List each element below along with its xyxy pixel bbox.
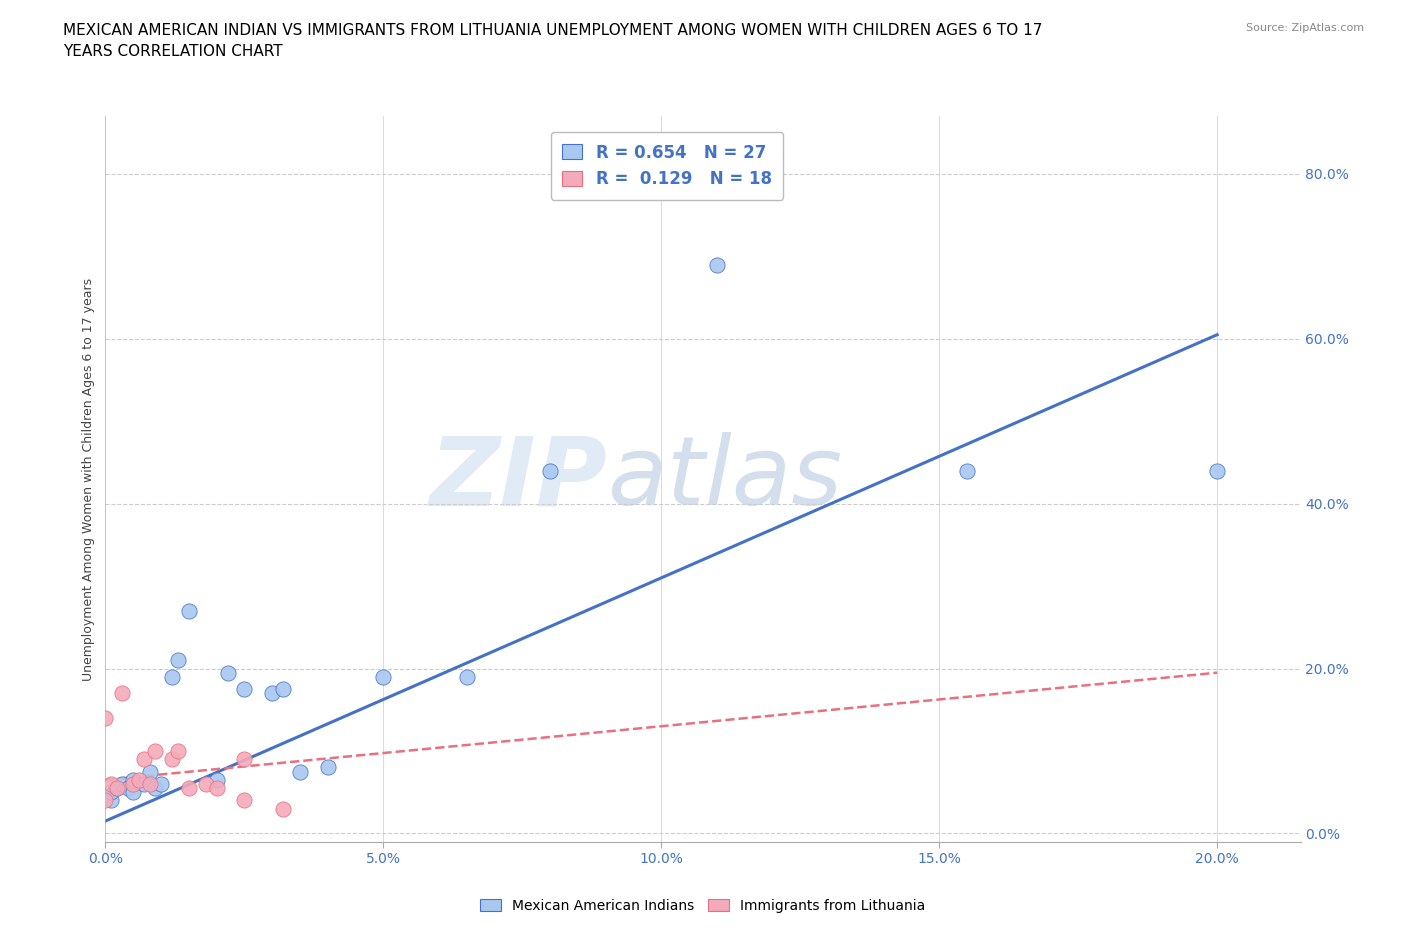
Text: atlas: atlas (607, 432, 842, 525)
Point (706, 258, 728, 272)
Text: ZIP: ZIP (429, 432, 607, 525)
Point (105, 780, 128, 795)
Point (160, 670, 183, 684)
Point (288, 764, 311, 779)
Point (160, 751, 183, 766)
Point (177, 604, 200, 618)
Point (94, 793, 117, 808)
Point (262, 685, 284, 700)
Point (145, 744, 167, 759)
Point (122, 785, 145, 800)
Point (205, 773, 228, 788)
Point (1206, 463, 1229, 478)
Point (273, 802, 295, 817)
Legend: R = 0.654   N = 27, R =  0.129   N = 18: R = 0.654 N = 27, R = 0.129 N = 18 (551, 132, 783, 200)
Point (233, 793, 256, 808)
Point (100, 793, 122, 808)
Point (94, 711, 117, 725)
Point (373, 670, 395, 684)
Point (122, 777, 145, 791)
Point (122, 773, 145, 788)
Point (111, 685, 134, 700)
Text: MEXICAN AMERICAN INDIAN VS IMMIGRANTS FROM LITHUANIA UNEMPLOYMENT AMONG WOMEN WI: MEXICAN AMERICAN INDIAN VS IMMIGRANTS FR… (63, 23, 1043, 60)
Point (233, 682, 256, 697)
Point (205, 780, 228, 795)
Point (956, 463, 979, 478)
Point (134, 751, 156, 766)
Point (166, 744, 188, 759)
Point (105, 780, 128, 795)
Point (456, 670, 478, 684)
Point (134, 777, 156, 791)
Point (145, 780, 167, 795)
Text: Source: ZipAtlas.com: Source: ZipAtlas.com (1246, 23, 1364, 33)
Point (217, 665, 239, 680)
Point (139, 777, 162, 791)
Point (538, 463, 561, 478)
Point (150, 777, 173, 791)
Point (177, 780, 200, 795)
Point (117, 780, 139, 795)
Point (166, 653, 188, 668)
Point (233, 751, 256, 766)
Legend: Mexican American Indians, Immigrants from Lithuania: Mexican American Indians, Immigrants fro… (475, 894, 931, 919)
Y-axis label: Unemployment Among Women with Children Ages 6 to 17 years: Unemployment Among Women with Children A… (82, 277, 96, 681)
Point (128, 773, 150, 788)
Point (100, 777, 122, 791)
Point (316, 760, 339, 775)
Point (111, 777, 134, 791)
Point (100, 785, 122, 800)
Point (194, 777, 217, 791)
Point (273, 682, 295, 697)
Point (139, 764, 162, 779)
